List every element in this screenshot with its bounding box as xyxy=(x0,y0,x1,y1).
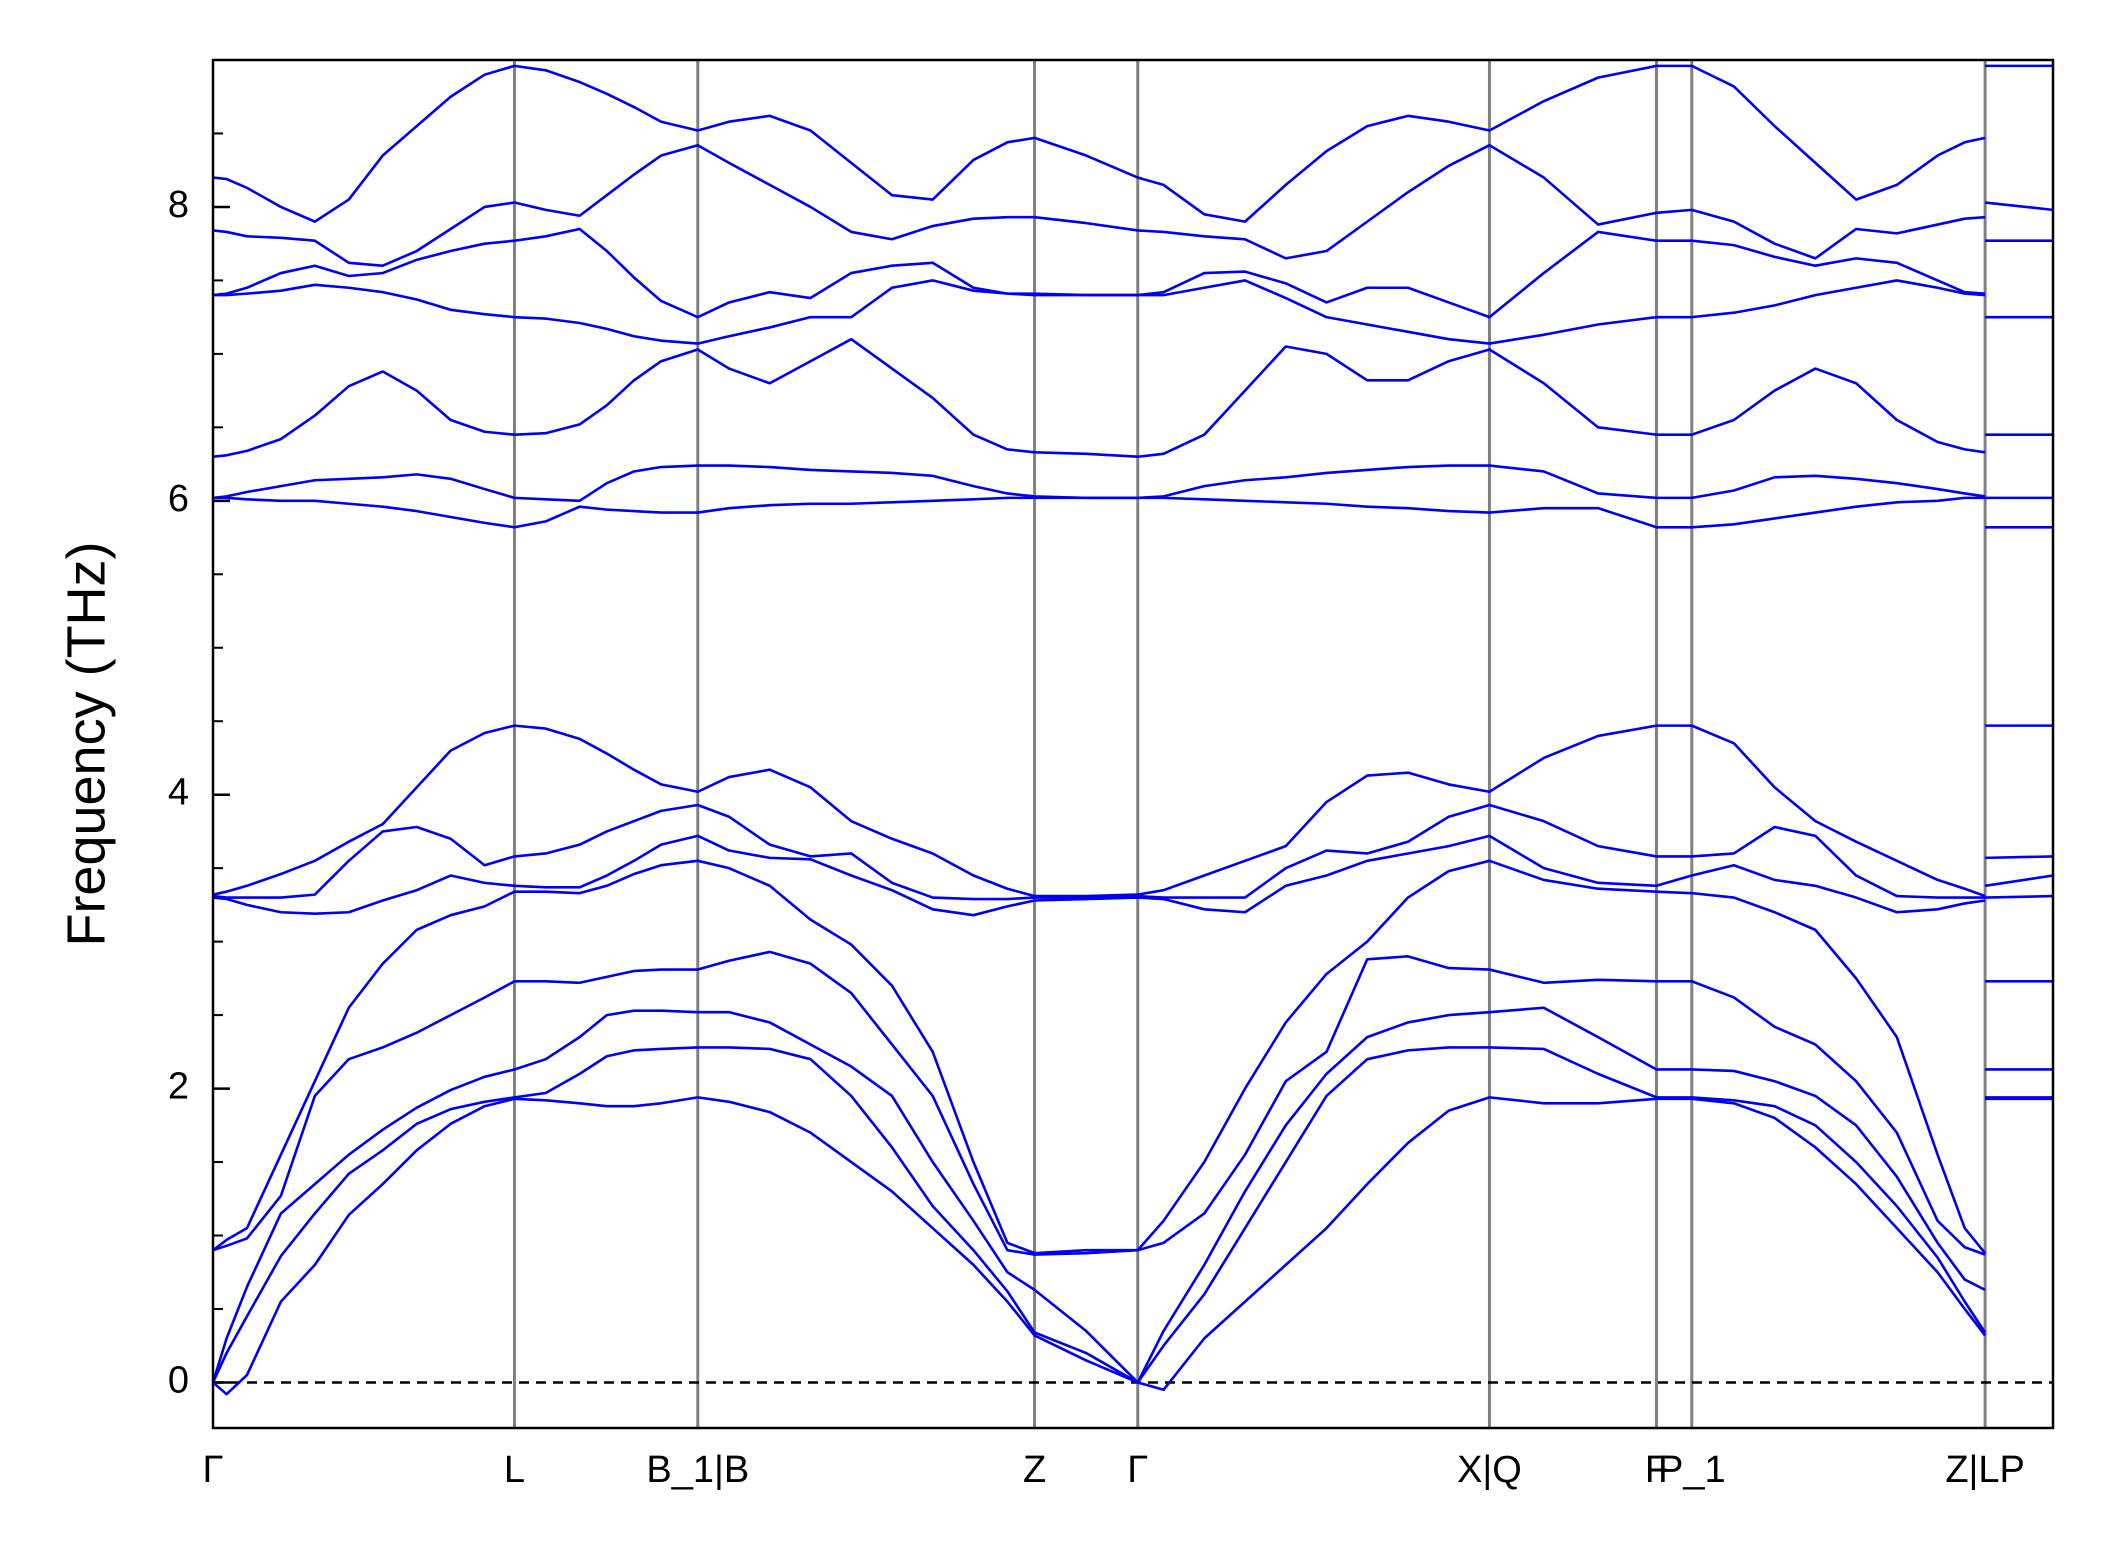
y-tick-label: 4 xyxy=(168,772,189,814)
x-tick-label: B_1|B xyxy=(646,1449,749,1491)
y-tick-label: 6 xyxy=(168,478,189,520)
x-tick-label: P_1 xyxy=(1658,1449,1726,1491)
y-tick-label: 2 xyxy=(168,1066,189,1108)
x-tick-label: Z xyxy=(1023,1449,1046,1491)
band-line xyxy=(213,143,2053,268)
band-line xyxy=(213,227,2053,319)
x-tick-label: Z|LP xyxy=(1945,1449,2025,1491)
band-line xyxy=(213,1046,2053,1384)
x-tick-label: X|Q xyxy=(1457,1449,1522,1491)
x-tick-label: L xyxy=(504,1449,525,1491)
band-line xyxy=(213,803,2053,901)
band-line xyxy=(213,64,2053,223)
plot-frame xyxy=(211,58,2055,1430)
band-line xyxy=(213,950,2053,1256)
band-line xyxy=(213,1006,2053,1384)
band-line xyxy=(213,464,2053,503)
x-tick-label: Γ xyxy=(203,1449,224,1491)
y-tick-label: 8 xyxy=(168,184,189,226)
band-line xyxy=(213,496,2053,529)
y-tick-label: 0 xyxy=(168,1359,189,1401)
x-tick-label: F xyxy=(1645,1449,1668,1491)
band-line xyxy=(213,337,2053,459)
y-axis-label: Frequency (THz) xyxy=(56,541,116,946)
x-tick-label: Γ xyxy=(1127,1449,1148,1491)
band-line xyxy=(213,724,2053,898)
bands xyxy=(213,64,2053,1396)
band-line xyxy=(213,834,2053,917)
band-line xyxy=(213,859,2053,1255)
band-line xyxy=(213,1096,2053,1396)
